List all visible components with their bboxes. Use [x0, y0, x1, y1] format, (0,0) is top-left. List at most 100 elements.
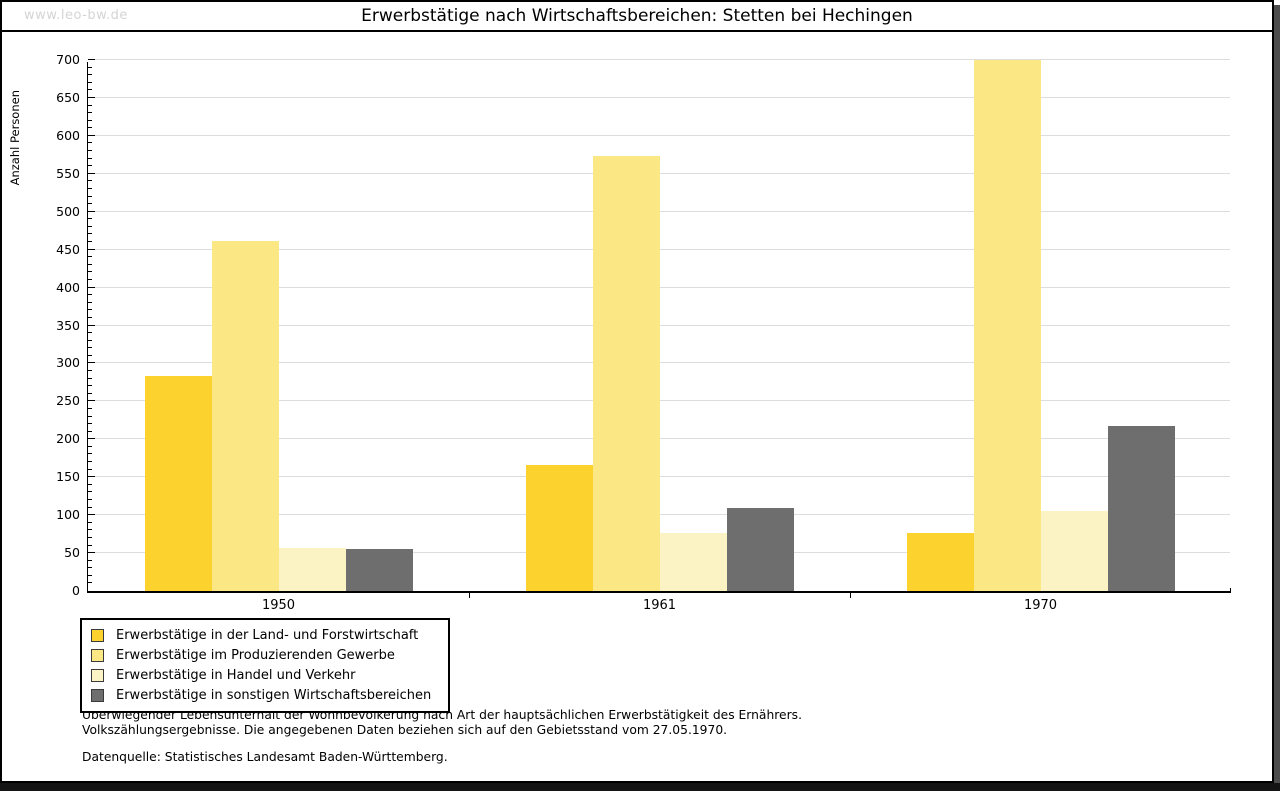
y-axis-minor-tick	[88, 370, 92, 372]
y-axis-minor-tick	[88, 180, 92, 182]
y-axis-minor-tick	[88, 256, 92, 258]
legend-label: Erwerbstätige in Handel und Verkehr	[116, 667, 356, 683]
header-band: www.leo-bw.de Erwerbstätige nach Wirtsch…	[2, 2, 1272, 32]
y-axis-minor-tick	[88, 81, 92, 83]
frame-shadow-right	[1274, 5, 1280, 783]
legend-swatch-handel-verkehr	[91, 668, 104, 682]
y-axis-major-tick	[88, 59, 95, 60]
bar-1961-series3	[659, 532, 727, 591]
y-axis-minor-tick	[88, 112, 92, 114]
y-axis-minor-tick	[88, 483, 92, 485]
y-axis-major-tick	[88, 438, 95, 440]
y-axis-minor-tick	[88, 415, 92, 417]
x-axis-divider-tick	[469, 593, 470, 598]
y-axis-minor-tick	[88, 203, 92, 205]
bar-1961-series4	[726, 507, 794, 591]
y-axis-major-tick	[88, 96, 95, 98]
y-axis-minor-tick	[88, 316, 92, 318]
x-axis-tick-label: 1950	[261, 598, 296, 613]
y-axis-major-tick	[88, 248, 95, 250]
bar-1970-series3	[1040, 511, 1108, 591]
bar-1950-series1	[144, 376, 212, 591]
bar-1961-series1	[525, 465, 593, 591]
y-axis-minor-tick	[88, 559, 92, 561]
y-axis-minor-tick	[88, 491, 92, 493]
y-axis-tick-label: 350	[56, 317, 80, 333]
plot-region: 0 50 100 150 200 250 300 350 400 450 500 550 600 650 7…	[56, 52, 1231, 613]
y-axis-tick-label: 50	[64, 545, 80, 561]
y-axis-minor-tick	[88, 104, 92, 106]
y-axis-major-tick	[88, 514, 95, 516]
y-axis-minor-tick	[88, 506, 92, 508]
legend-swatch-land-forstwirtschaft	[91, 628, 104, 642]
y-axis-tick-label: 150	[56, 469, 80, 485]
y-axis-tick-label: 100	[56, 507, 80, 523]
legend-item: Erwerbstätige in der Land- und Forstwirt…	[91, 625, 439, 645]
y-axis-minor-tick	[88, 529, 92, 531]
y-axis-tick-label: 450	[56, 241, 80, 257]
gridline	[88, 59, 1230, 60]
bar-1950-series4	[345, 549, 413, 591]
watermark-text: www.leo-bw.de	[24, 8, 128, 23]
y-axis-minor-tick	[88, 453, 92, 455]
legend-label: Erwerbstätige in sonstigen Wirtschaftsbe…	[116, 687, 432, 703]
x-axis-tick-label: 1961	[642, 598, 677, 613]
y-axis-tick-label: 200	[56, 431, 80, 447]
y-axis-major-tick	[88, 324, 95, 326]
bar-1950-series2	[211, 240, 279, 591]
y-axis-minor-tick	[88, 544, 92, 546]
y-axis-minor-tick	[88, 574, 92, 576]
page-title: Erwerbstätige nach Wirtschaftsbereichen:…	[361, 6, 913, 26]
y-axis-minor-tick	[88, 119, 92, 121]
legend-item: Erwerbstätige in sonstigen Wirtschaftsbe…	[91, 685, 439, 705]
y-axis-minor-tick	[88, 468, 92, 470]
y-axis-major-tick	[88, 552, 95, 554]
y-axis-major-tick	[88, 134, 95, 136]
y-axis-minor-tick	[88, 301, 92, 303]
y-axis-minor-tick	[88, 89, 92, 91]
y-axis-minor-tick	[88, 165, 92, 167]
y-axis-minor-tick	[88, 279, 92, 280]
y-axis-minor-tick	[88, 567, 92, 569]
legend-swatch-sonstige-wirtschaftsbereiche	[91, 688, 104, 702]
footnote-source: Datenquelle: Statistisches Landesamt Bad…	[82, 750, 448, 764]
y-axis-minor-tick	[88, 157, 92, 159]
legend-item: Erwerbstätige in Handel und Verkehr	[91, 665, 439, 685]
legend-box: Erwerbstätige in der Land- und Forstwirt…	[80, 618, 450, 713]
chart-area: Anzahl Personen 0 50 100 150 200 250 300 350 400…	[2, 32, 1272, 781]
y-axis-minor-tick	[88, 521, 92, 523]
bar-1961-series2	[592, 156, 660, 591]
y-axis-minor-tick	[88, 392, 92, 394]
y-axis-tick-label: 600	[56, 127, 80, 143]
y-axis-minor-tick	[88, 150, 92, 152]
x-axis-divider-tick	[850, 593, 851, 598]
gridline	[88, 96, 1230, 98]
legend-label: Erwerbstätige im Produzierenden Gewerbe	[116, 647, 395, 663]
frame-shadow-bottom	[0, 783, 1280, 791]
bar-1950-series3	[278, 547, 346, 591]
bar-1970-series1	[906, 532, 974, 591]
y-axis-minor-tick	[88, 461, 92, 463]
y-axis-minor-tick	[88, 339, 92, 341]
y-axis-minor-tick	[88, 263, 92, 265]
y-axis-minor-tick	[88, 233, 92, 235]
y-axis-tick-label: 700	[56, 52, 80, 67]
y-axis-minor-tick	[88, 225, 92, 227]
y-axis-minor-tick	[88, 187, 92, 189]
y-axis-minor-tick	[88, 127, 92, 129]
legend-item: Erwerbstätige im Produzierenden Gewerbe	[91, 645, 439, 665]
y-axis-minor-tick	[88, 430, 92, 432]
y-axis-tick-label: 500	[56, 203, 80, 219]
y-axis-minor-tick	[88, 218, 92, 220]
y-axis-tick-label: 650	[56, 89, 80, 105]
legend-swatch-produzierendes-gewerbe	[91, 648, 104, 662]
y-axis-tick-label: 250	[56, 393, 80, 409]
footnote-line-2: Volkszählungsergebnisse. Die angegebenen…	[82, 722, 728, 737]
y-axis-major-tick	[88, 400, 95, 402]
y-axis-minor-tick	[88, 74, 92, 76]
y-axis-minor-tick	[88, 423, 92, 425]
y-axis-major-tick	[88, 210, 95, 212]
y-axis-major-tick	[88, 362, 95, 364]
y-axis-minor-tick	[88, 498, 92, 500]
